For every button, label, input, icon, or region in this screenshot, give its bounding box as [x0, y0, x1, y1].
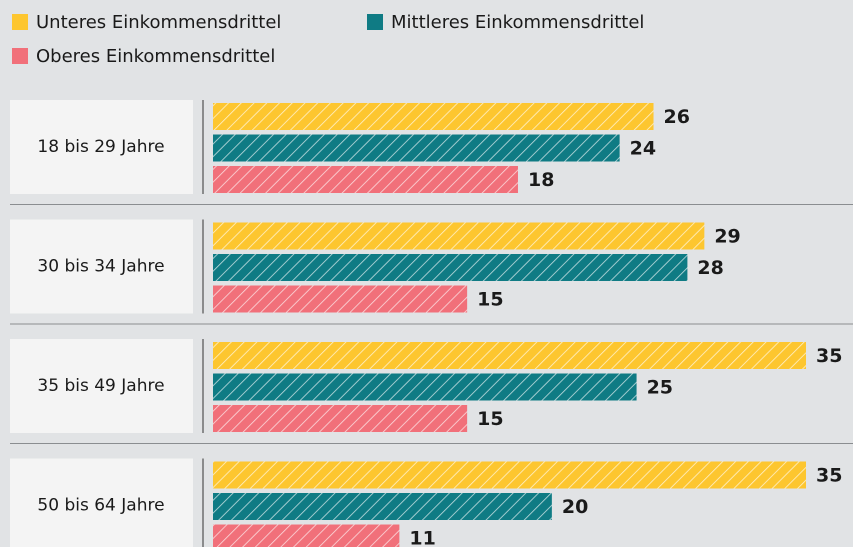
category-box [10, 458, 193, 547]
value-label: 15 [477, 408, 503, 430]
category-label: 18 bis 29 Jahre [37, 137, 164, 157]
bar [213, 373, 637, 401]
value-label: 25 [647, 377, 673, 399]
value-label: 24 [630, 138, 656, 160]
bar [213, 405, 468, 432]
value-label: 18 [528, 169, 554, 191]
bar [213, 166, 518, 193]
bar [213, 342, 806, 369]
value-label: 28 [697, 257, 723, 279]
bar [213, 461, 806, 489]
value-label: 35 [816, 465, 842, 487]
value-label: 29 [714, 226, 740, 248]
value-label: 15 [477, 289, 503, 311]
value-label: 11 [409, 528, 435, 547]
value-label: 26 [664, 106, 690, 128]
category-label: 30 bis 34 Jahre [37, 257, 164, 277]
legend-swatch [367, 14, 383, 30]
legend-label: Oberes Einkommensdrittel [36, 46, 275, 67]
bar [213, 134, 620, 162]
bar [213, 222, 705, 250]
category-label: 50 bis 64 Jahre [37, 496, 164, 516]
bar [213, 285, 468, 313]
value-label: 35 [816, 345, 842, 367]
category-box [10, 219, 193, 314]
category-label: 35 bis 49 Jahre [37, 376, 164, 396]
bar [213, 103, 654, 130]
bar [213, 524, 400, 547]
bar [213, 254, 688, 281]
legend-swatch [12, 48, 28, 64]
legend-swatch [12, 14, 28, 30]
legend-label: Mittleres Einkommensdrittel [391, 12, 644, 33]
category-box [10, 100, 193, 194]
category-box [10, 339, 193, 433]
value-label: 20 [562, 496, 588, 518]
legend-label: Unteres Einkommensdrittel [36, 12, 281, 33]
bar [213, 493, 552, 520]
